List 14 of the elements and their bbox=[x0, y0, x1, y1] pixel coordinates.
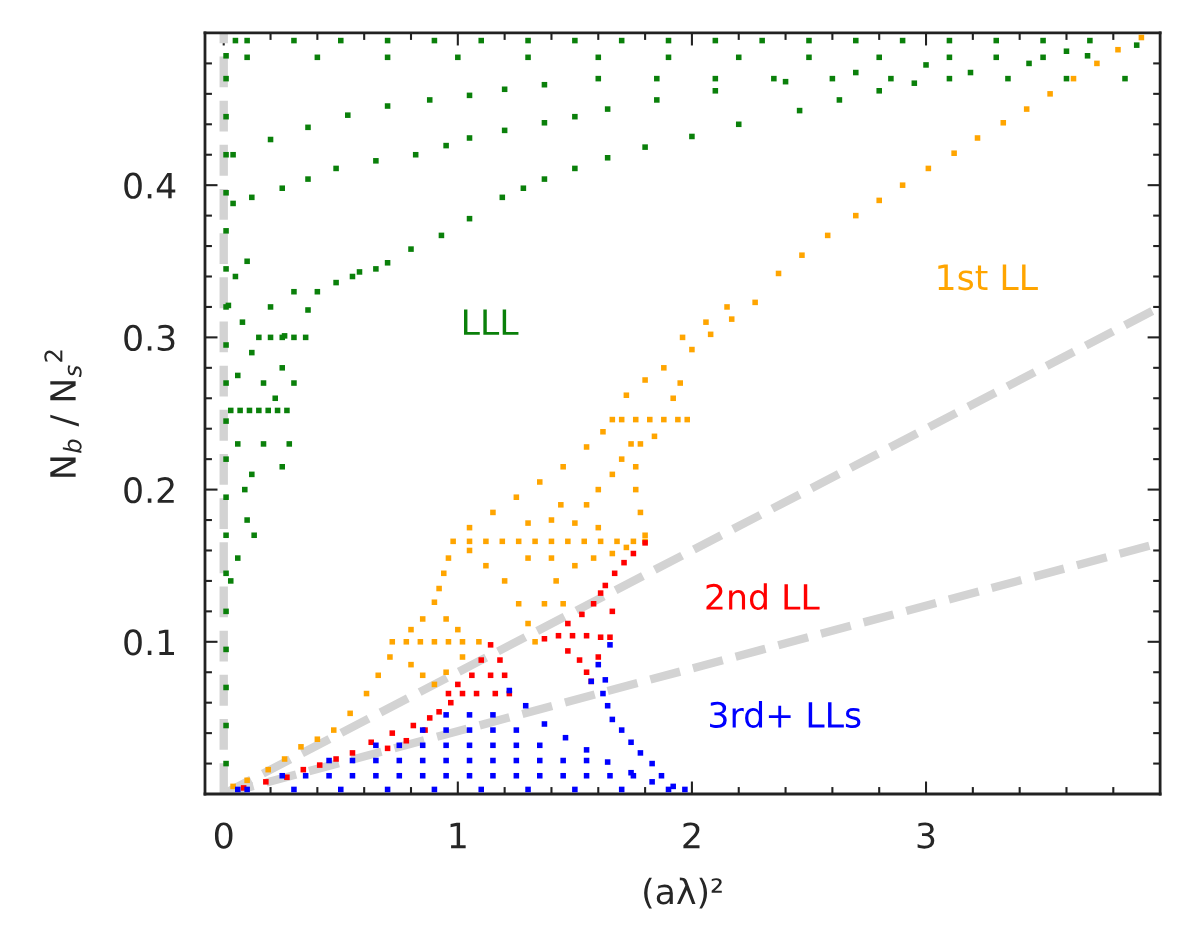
x-tick-label: 2 bbox=[683, 822, 700, 849]
y-tick-label: 0.2 bbox=[124, 477, 174, 504]
x-tick-label: 1 bbox=[450, 822, 466, 849]
text: 1st LL bbox=[938, 264, 1038, 291]
y-tick-label: 0.1 bbox=[124, 629, 175, 656]
text: 2nd LL bbox=[706, 583, 820, 611]
x-tick-label: 3 bbox=[917, 822, 935, 849]
x-tick-label: 0 bbox=[214, 822, 233, 849]
y-axis-title: N$_{b}$ / N$_{s}$$^{2}$ bbox=[44, 350, 82, 477]
series-label: 3rd+ LLs bbox=[710, 701, 861, 728]
y-tick-label: 0.4 bbox=[124, 172, 176, 199]
x-axis-title: (aλ)² bbox=[644, 877, 722, 909]
y-tick-label: 0.3 bbox=[124, 324, 175, 352]
text: LLL bbox=[464, 309, 519, 335]
